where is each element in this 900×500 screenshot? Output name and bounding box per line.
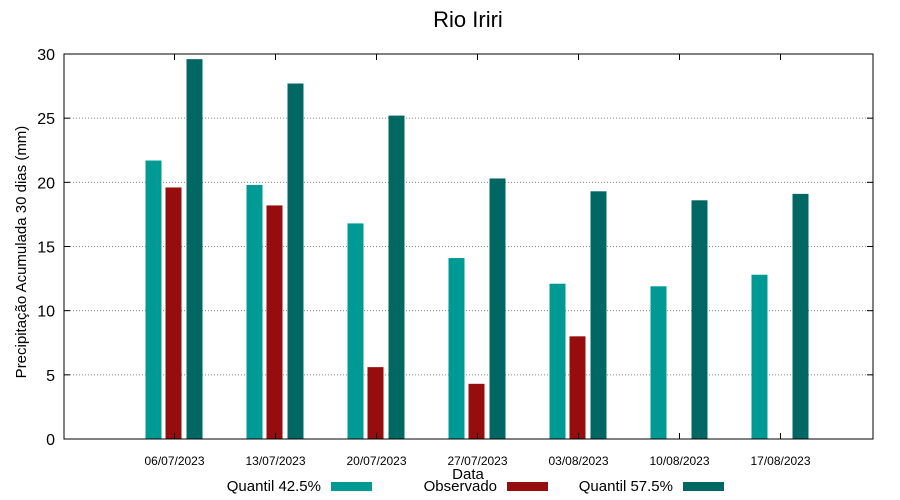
bar-1-6 (650, 286, 667, 439)
bar-2-1 (165, 187, 182, 439)
bar-1-1 (145, 160, 162, 439)
chart-title: Rio Iriri (433, 7, 503, 32)
y-ticks: 0 5 10 15 20 25 30 (37, 47, 873, 449)
legend-label-3: Quantil 57.5% (579, 478, 673, 495)
bar-3-7 (792, 193, 809, 439)
x-tick-label: 10/08/2023 (649, 454, 709, 468)
y-tick-label: 20 (37, 175, 55, 192)
x-axis-label: Data (452, 466, 484, 483)
legend: Quantil 42.5% Observado Quantil 57.5% (227, 478, 724, 495)
x-tick-label: 27/07/2023 (447, 454, 507, 468)
bar-3-2 (287, 83, 304, 440)
x-tick-label: 17/08/2023 (750, 454, 810, 468)
legend-swatch-2 (507, 482, 548, 491)
legend-swatch-3 (683, 482, 724, 491)
bar-3-5 (590, 191, 607, 439)
x-tick-label: 20/07/2023 (346, 454, 406, 468)
x-tick-label: 13/07/2023 (245, 454, 305, 468)
bar-2-3 (367, 367, 384, 439)
bar-3-3 (388, 115, 405, 439)
bar-3-6 (691, 200, 708, 439)
x-ticks: 06/07/2023 13/07/2023 20/07/2023 27/07/2023… (144, 54, 811, 468)
x-tick-label: 06/07/2023 (144, 454, 204, 468)
bar-1-2 (246, 184, 263, 439)
y-tick-label: 15 (37, 240, 55, 257)
bars (145, 59, 809, 440)
bar-3-4 (489, 178, 506, 439)
bar-2-4 (468, 383, 485, 439)
legend-label-1: Quantil 42.5% (227, 478, 321, 495)
y-axis-label: Precipitação Acumulada 30 dias (mm) (13, 126, 30, 379)
bar-3-1 (186, 59, 203, 440)
y-tick-label: 30 (37, 47, 55, 64)
bar-1-5 (549, 283, 566, 439)
y-tick-label: 25 (37, 111, 55, 128)
bar-1-4 (448, 258, 465, 439)
y-tick-label: 5 (46, 368, 55, 385)
bar-1-3 (347, 223, 364, 439)
legend-swatch-1 (331, 482, 372, 491)
x-tick-label: 03/08/2023 (548, 454, 608, 468)
y-tick-label: 0 (46, 432, 55, 449)
y-tick-label: 10 (37, 304, 55, 321)
legend-label-2: Observado (424, 478, 497, 495)
bar-2-2 (266, 205, 283, 439)
bar-1-7 (751, 274, 768, 439)
bar-2-5 (569, 336, 586, 439)
